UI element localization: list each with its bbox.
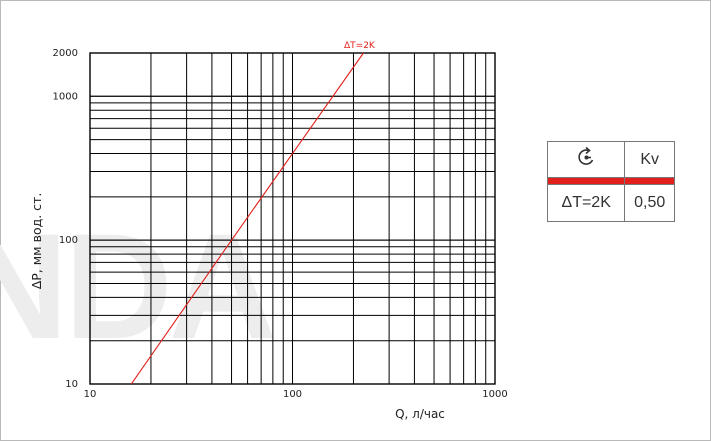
plot-frame <box>89 52 496 385</box>
x-tick-label: 100 <box>283 389 302 400</box>
kv-table-row-value: 0,50 <box>624 184 675 222</box>
kv-table-row-label: ΔT=2K <box>546 184 626 222</box>
y-tick-label: 2000 <box>53 48 78 59</box>
chart-grid <box>89 52 496 385</box>
chart-ticks: 10 100 1000 10 100 1000 2000 <box>53 48 508 400</box>
kv-table-header-row: Kv <box>546 141 675 178</box>
x-axis-label: Q, л/час <box>395 407 445 421</box>
kv-table: Kv ΔT=2K 0,50 <box>546 141 675 222</box>
kv-table-icon-cell <box>546 141 626 178</box>
x-tick-label: 1000 <box>482 389 507 400</box>
y-axis-label: ΔP, мм вод. ст. <box>29 193 44 290</box>
series-line <box>130 52 364 385</box>
y-tick-label: 1000 <box>53 91 78 102</box>
kv-table-row: ΔT=2K 0,50 <box>546 184 675 222</box>
x-tick-label: 10 <box>84 389 97 400</box>
kv-table-kv-header: Kv <box>624 141 675 178</box>
valve-setting-icon <box>576 146 596 172</box>
series-annotation: ΔT=2K <box>344 41 376 51</box>
y-tick-label: 10 <box>65 379 78 390</box>
kv-table-band <box>546 177 675 185</box>
chart-series: ΔT=2K <box>130 41 376 385</box>
y-tick-label: 100 <box>59 235 78 246</box>
